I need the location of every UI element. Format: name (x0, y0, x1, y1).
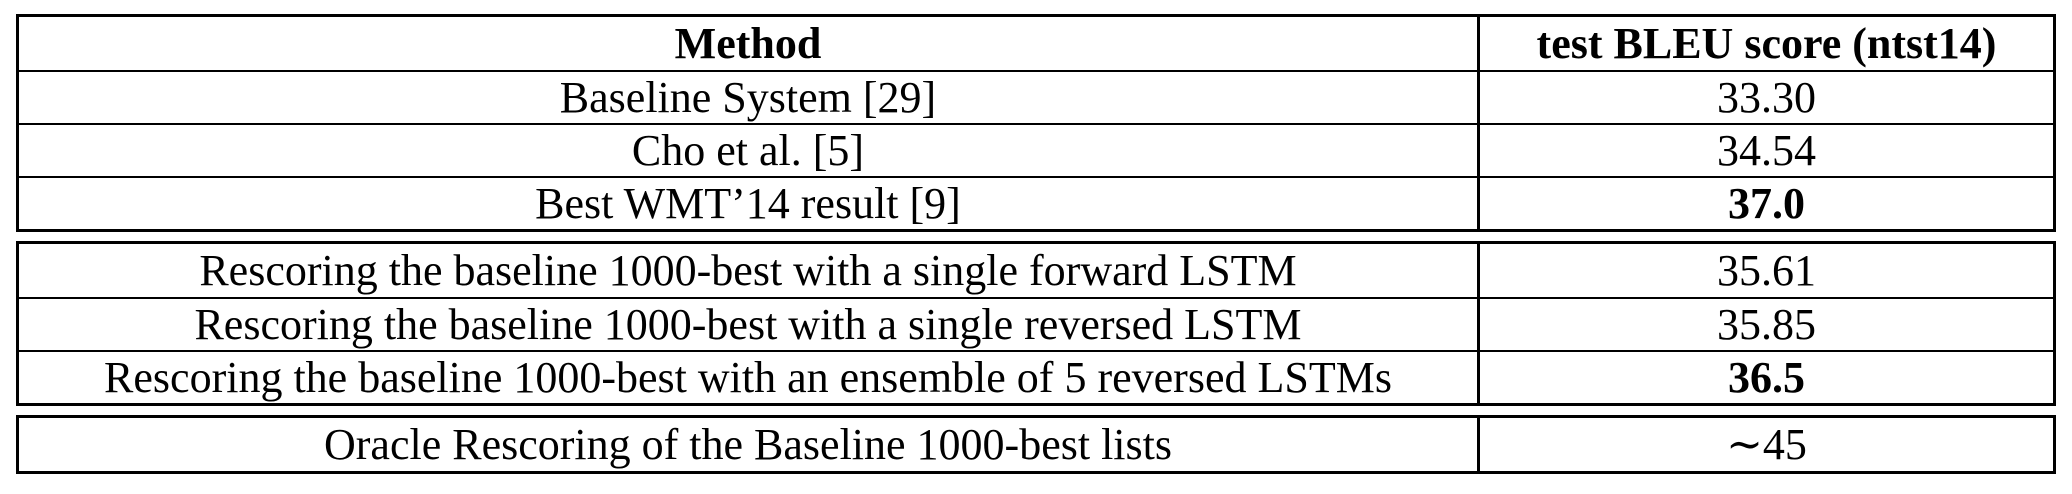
method-cell: Best WMT’14 result [9] (19, 178, 1480, 229)
table-block-oracle: Oracle Rescoring of the Baseline 1000-be… (16, 415, 2056, 474)
method-cell: Rescoring the baseline 1000-best with a … (19, 244, 1480, 297)
table-row: Cho et al. [5] 34.54 (19, 123, 2053, 176)
method-cell: Rescoring the baseline 1000-best with an… (19, 352, 1480, 403)
header-score: test BLEU score (ntst14) (1536, 19, 1997, 68)
method-cell: Baseline System [29] (19, 72, 1480, 123)
method-cell: Cho et al. [5] (19, 125, 1480, 176)
table-row: Rescoring the baseline 1000-best with an… (19, 350, 2053, 403)
table-block-rescoring: Rescoring the baseline 1000-best with a … (16, 241, 2056, 406)
table-header-row: Method test BLEU score (ntst14) (19, 17, 2053, 70)
results-table: Method test BLEU score (ntst14) Baseline… (16, 14, 2056, 474)
block-gap (16, 232, 2056, 241)
score-cell: 33.30 (1717, 73, 1816, 122)
method-cell: Oracle Rescoring of the Baseline 1000-be… (19, 418, 1480, 471)
score-cell: 35.61 (1717, 246, 1816, 295)
score-cell: ∼45 (1726, 420, 1807, 469)
table-row: Rescoring the baseline 1000-best with a … (19, 244, 2053, 297)
score-cell-best: 36.5 (1728, 353, 1805, 402)
table-row: Oracle Rescoring of the Baseline 1000-be… (19, 418, 2053, 471)
table-row: Best WMT’14 result [9] 37.0 (19, 176, 2053, 229)
score-cell: 35.85 (1717, 300, 1816, 349)
table-row: Baseline System [29] 33.30 (19, 70, 2053, 123)
method-cell: Rescoring the baseline 1000-best with a … (19, 299, 1480, 350)
score-cell: 34.54 (1717, 126, 1816, 175)
header-method: Method (19, 17, 1480, 70)
score-cell-best: 37.0 (1728, 179, 1805, 228)
table-row: Rescoring the baseline 1000-best with a … (19, 297, 2053, 350)
block-gap (16, 406, 2056, 415)
table-block-main: Method test BLEU score (ntst14) Baseline… (16, 14, 2056, 232)
